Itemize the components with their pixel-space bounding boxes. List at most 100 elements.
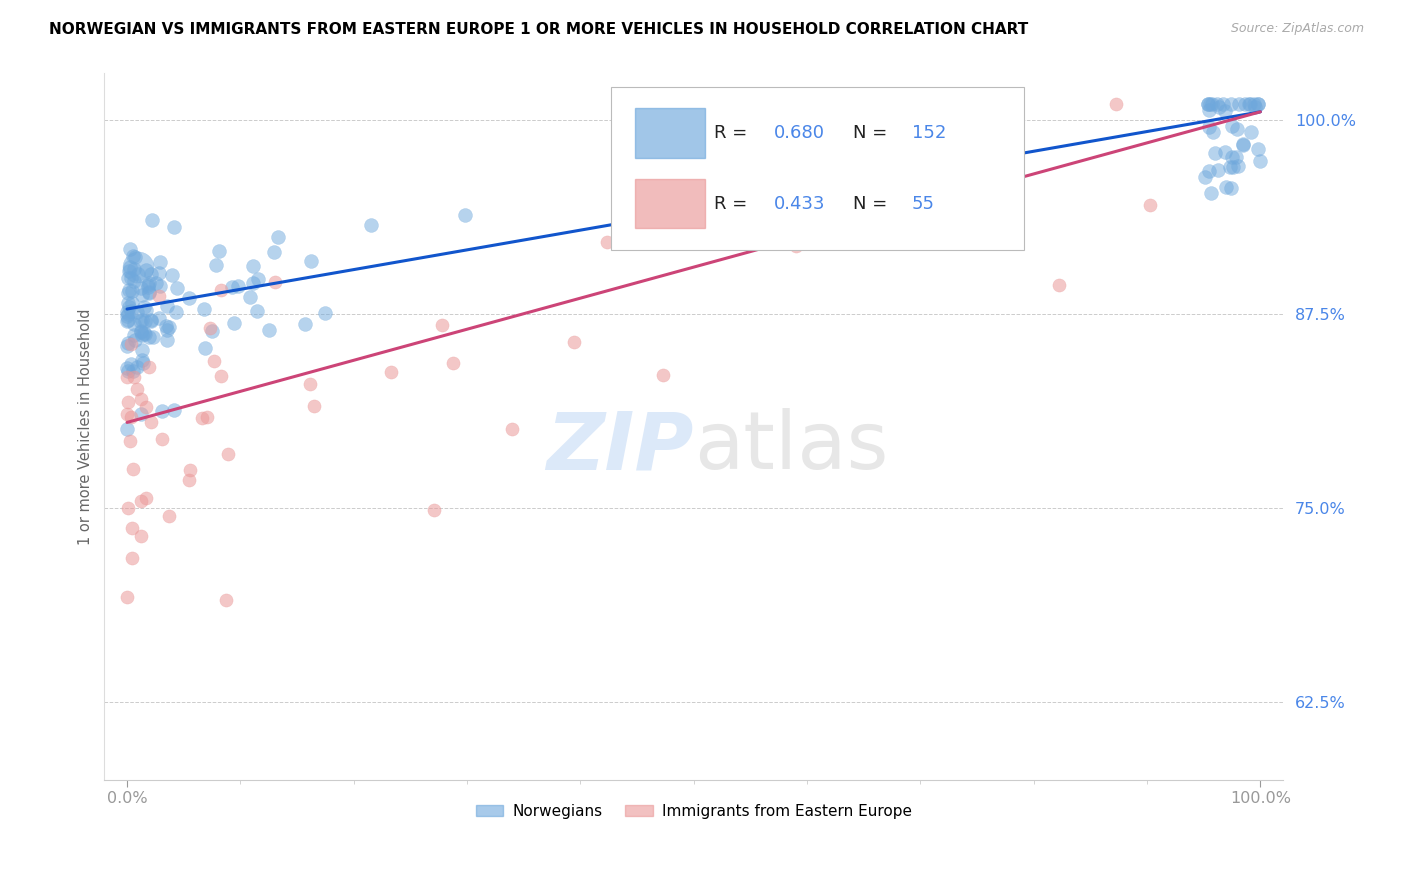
Point	[129, 281, 152, 295]
Point	[121, 364, 143, 378]
Point	[179, 291, 201, 305]
Point	[157, 508, 180, 523]
Point	[135, 263, 157, 277]
Point	[1247, 97, 1270, 112]
Point	[1199, 186, 1222, 201]
Point	[142, 329, 165, 343]
Point	[986, 97, 1008, 112]
Point	[132, 326, 155, 340]
Point	[1206, 162, 1229, 177]
Point	[118, 242, 141, 256]
Point	[117, 360, 139, 375]
Text: 55: 55	[911, 194, 935, 212]
Point	[264, 276, 287, 290]
Point	[202, 354, 225, 368]
Point	[118, 283, 141, 297]
Point	[120, 303, 142, 318]
Point	[127, 382, 149, 396]
Point	[127, 359, 149, 374]
Point	[129, 326, 152, 340]
FancyBboxPatch shape	[634, 179, 706, 228]
Point	[136, 278, 159, 293]
Point	[149, 279, 172, 293]
Point	[221, 280, 243, 294]
Point	[792, 206, 814, 220]
Point	[121, 295, 143, 310]
Point	[1247, 97, 1270, 112]
Point	[765, 214, 787, 228]
Point	[117, 395, 139, 409]
Point	[131, 343, 153, 357]
Point	[141, 213, 163, 227]
Point	[115, 422, 138, 436]
Point	[675, 222, 697, 236]
Point	[239, 290, 262, 304]
Text: NORWEGIAN VS IMMIGRANTS FROM EASTERN EUROPE 1 OR MORE VEHICLES IN HOUSEHOLD CORR: NORWEGIAN VS IMMIGRANTS FROM EASTERN EUR…	[49, 22, 1028, 37]
Point	[117, 295, 139, 310]
Point	[121, 462, 143, 476]
Point	[1219, 181, 1241, 195]
Point	[1249, 153, 1271, 168]
Point	[121, 550, 143, 565]
Point	[1197, 97, 1219, 112]
Point	[1198, 103, 1220, 118]
Text: ZIP: ZIP	[547, 409, 693, 486]
Point	[751, 208, 773, 222]
Point	[129, 324, 152, 338]
Point	[246, 303, 269, 318]
Point	[1232, 136, 1254, 151]
Point	[1199, 97, 1222, 112]
Point	[929, 178, 952, 193]
Point	[1198, 120, 1220, 135]
Point	[1219, 160, 1241, 174]
Point	[190, 411, 212, 425]
Point	[298, 377, 321, 392]
Point	[1204, 145, 1226, 160]
Point	[742, 154, 765, 169]
Text: N =: N =	[853, 194, 893, 212]
Text: R =: R =	[714, 194, 752, 212]
Point	[920, 122, 942, 136]
Point	[120, 337, 142, 351]
Point	[138, 359, 160, 374]
Point	[194, 341, 217, 355]
Point	[138, 285, 160, 299]
Point	[139, 268, 162, 282]
Point	[134, 326, 156, 341]
Point	[120, 270, 142, 285]
Point	[166, 281, 188, 295]
Point	[117, 307, 139, 321]
Point	[1220, 97, 1243, 112]
Point	[804, 194, 827, 209]
Point	[131, 313, 153, 327]
Point	[138, 276, 160, 290]
Point	[129, 392, 152, 406]
Point	[124, 262, 146, 277]
Point	[1226, 122, 1249, 136]
Point	[430, 318, 453, 332]
Point	[960, 174, 983, 188]
Point	[263, 244, 285, 259]
Point	[1215, 179, 1237, 194]
Point	[117, 271, 139, 285]
Point	[115, 314, 138, 328]
Point	[1212, 97, 1234, 112]
Point	[117, 286, 139, 301]
Point	[120, 357, 142, 371]
Point	[141, 415, 163, 429]
Point	[122, 328, 145, 343]
Legend: Norwegians, Immigrants from Eastern Europe: Norwegians, Immigrants from Eastern Euro…	[470, 797, 918, 825]
Point	[247, 272, 270, 286]
Point	[314, 306, 336, 320]
Point	[118, 264, 141, 278]
Point	[135, 303, 157, 318]
Point	[1244, 100, 1267, 114]
Point	[209, 368, 232, 383]
Point	[139, 314, 162, 328]
Point	[423, 502, 446, 516]
Point	[179, 463, 201, 477]
Point	[596, 235, 619, 250]
Point	[441, 356, 464, 370]
Point	[129, 407, 152, 421]
Text: N =: N =	[853, 124, 893, 142]
